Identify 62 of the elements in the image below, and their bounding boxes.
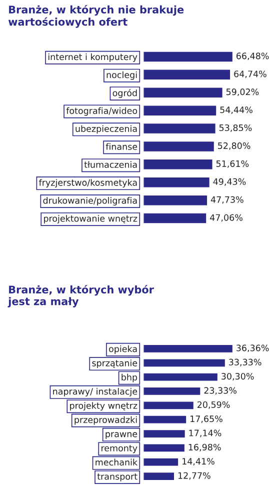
y-tick-label: sprzątanie — [92, 360, 138, 368]
bar — [143, 400, 195, 410]
data-label: 52,80% — [218, 142, 250, 150]
data-label: 59,02% — [226, 88, 259, 96]
data-label: 17,14% — [189, 430, 222, 438]
y-tick-label: finanse — [106, 143, 138, 150]
data-label: 66,48% — [236, 52, 269, 60]
data-label: 30,30% — [222, 372, 254, 380]
bar — [143, 50, 234, 63]
bar — [143, 122, 217, 135]
bar — [143, 386, 202, 396]
data-label: 17,65% — [190, 416, 222, 424]
data-label: 47,73% — [210, 196, 244, 204]
bar — [143, 140, 216, 153]
y-tick-label: przeprowadzki — [74, 416, 137, 425]
chart-title: Branże, w których nie brakuje wartościowych ofert — [8, 5, 184, 28]
data-label: 51,61% — [216, 160, 249, 168]
bar — [143, 442, 186, 454]
y-tick-label: prawne — [106, 432, 138, 439]
y-tick-label: fryzjerstwo/kosmetyka — [38, 179, 137, 188]
y-tick-label: projekty wnętrz — [70, 402, 138, 411]
bar — [143, 372, 219, 382]
y-tick-label: drukowanie/poligrafia — [43, 197, 137, 206]
y-tick-label: ubezpieczenia — [76, 125, 137, 134]
y-tick-label: projektowanie wnętrz — [44, 214, 138, 224]
data-label: 16,98% — [188, 444, 221, 452]
bar — [143, 457, 180, 468]
data-label: 49,43% — [213, 178, 246, 186]
y-tick-label: internet i komputery — [48, 53, 138, 62]
data-label: 14,41% — [182, 458, 214, 466]
bar — [143, 344, 234, 354]
data-label: 20,59% — [197, 401, 230, 409]
bar — [143, 414, 188, 425]
chart-title: Branże, w których wybór jest za mały — [8, 285, 154, 308]
bar — [143, 68, 232, 81]
data-label: 47,06% — [210, 214, 242, 222]
data-label: 36,36% — [236, 344, 269, 352]
bar — [143, 194, 208, 207]
y-tick-label: fotografia/wideo — [66, 107, 138, 116]
y-tick-label: remonty — [102, 445, 138, 454]
data-label: 54,44% — [220, 106, 252, 114]
bar — [143, 428, 186, 439]
y-tick-label: tłumaczenia — [84, 161, 137, 168]
data-label: 33,33% — [229, 358, 262, 366]
bar — [143, 158, 214, 171]
y-tick-label: transport — [97, 473, 138, 482]
y-tick-label: opieka — [109, 345, 137, 354]
data-label: 64,74% — [234, 70, 266, 78]
bar — [143, 358, 226, 368]
bar — [143, 104, 218, 117]
data-label: 12,77% — [178, 472, 210, 480]
y-tick-label: mechanik — [96, 458, 138, 466]
y-tick-label: bhp — [122, 374, 138, 382]
data-label: 53,85% — [219, 124, 252, 132]
bar — [143, 471, 176, 482]
y-tick-label: naprawy/ instalacje — [53, 388, 138, 396]
y-tick-label: ogród — [112, 89, 137, 98]
bar — [143, 86, 224, 99]
bar — [143, 212, 208, 225]
y-tick-label: noclegi — [106, 71, 137, 80]
bar — [143, 176, 211, 189]
data-label: 23,33% — [204, 387, 237, 395]
